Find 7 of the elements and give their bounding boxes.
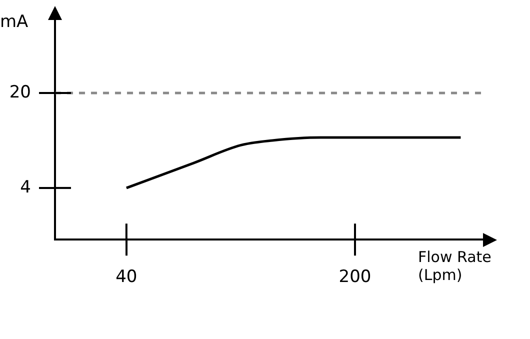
- line-series: [125, 136, 462, 190]
- x-tick-label: 40: [116, 267, 138, 288]
- y-axis-title: mA: [0, 12, 28, 32]
- y-tick-label: 4: [20, 177, 31, 198]
- x-tick-label: 200: [338, 267, 372, 288]
- y-tick-label: 20: [9, 82, 31, 102]
- x-axis-title: Flow Rate (Lpm): [418, 248, 492, 284]
